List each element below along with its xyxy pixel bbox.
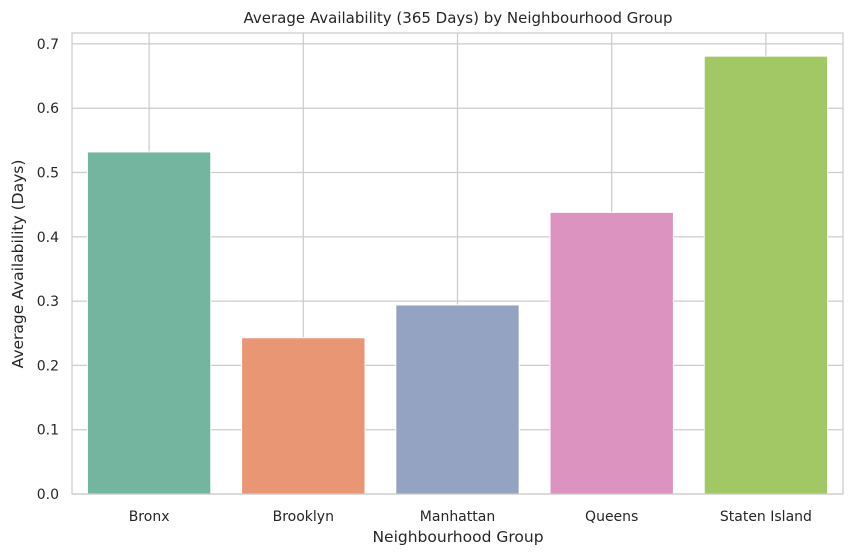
plot-area-frame: [71, 32, 844, 495]
bar-bronx: [86, 151, 212, 495]
bar-manhattan: [395, 304, 520, 495]
x-tick-label: Brooklyn: [273, 509, 334, 525]
y-tick-label: 0.0: [37, 487, 59, 503]
y-tick-label: 0.4: [37, 230, 59, 246]
y-axis-label: Average Availability (Days): [9, 160, 27, 369]
x-axis-label: Neighbourhood Group: [372, 528, 543, 546]
chart-title: Average Availability (365 Days) by Neigh…: [244, 9, 673, 27]
y-tick-label: 0.3: [37, 294, 59, 310]
y-tick-label: 0.1: [37, 423, 59, 439]
bar-staten-island: [703, 55, 829, 495]
x-tick-label: Bronx: [129, 509, 170, 525]
x-tick-labels: Bronx Brooklyn Manhattan Queens Staten Islan…: [129, 509, 812, 525]
y-tick-label: 0.2: [37, 358, 59, 374]
bar-queens: [549, 211, 674, 495]
y-tick-label: 0.5: [37, 166, 59, 182]
y-tick-label: 0.6: [37, 101, 59, 117]
x-tick-label: Manhattan: [420, 509, 495, 525]
y-tick-labels: 0.0 0.1 0.2 0.3 0.4 0.5 0.6 0.7: [37, 37, 59, 503]
x-tick-label: Staten Island: [720, 509, 812, 525]
y-tick-label: 0.7: [37, 37, 59, 53]
bar-brooklyn: [241, 337, 366, 495]
x-tick-label: Queens: [585, 509, 638, 525]
bars: [86, 55, 829, 495]
